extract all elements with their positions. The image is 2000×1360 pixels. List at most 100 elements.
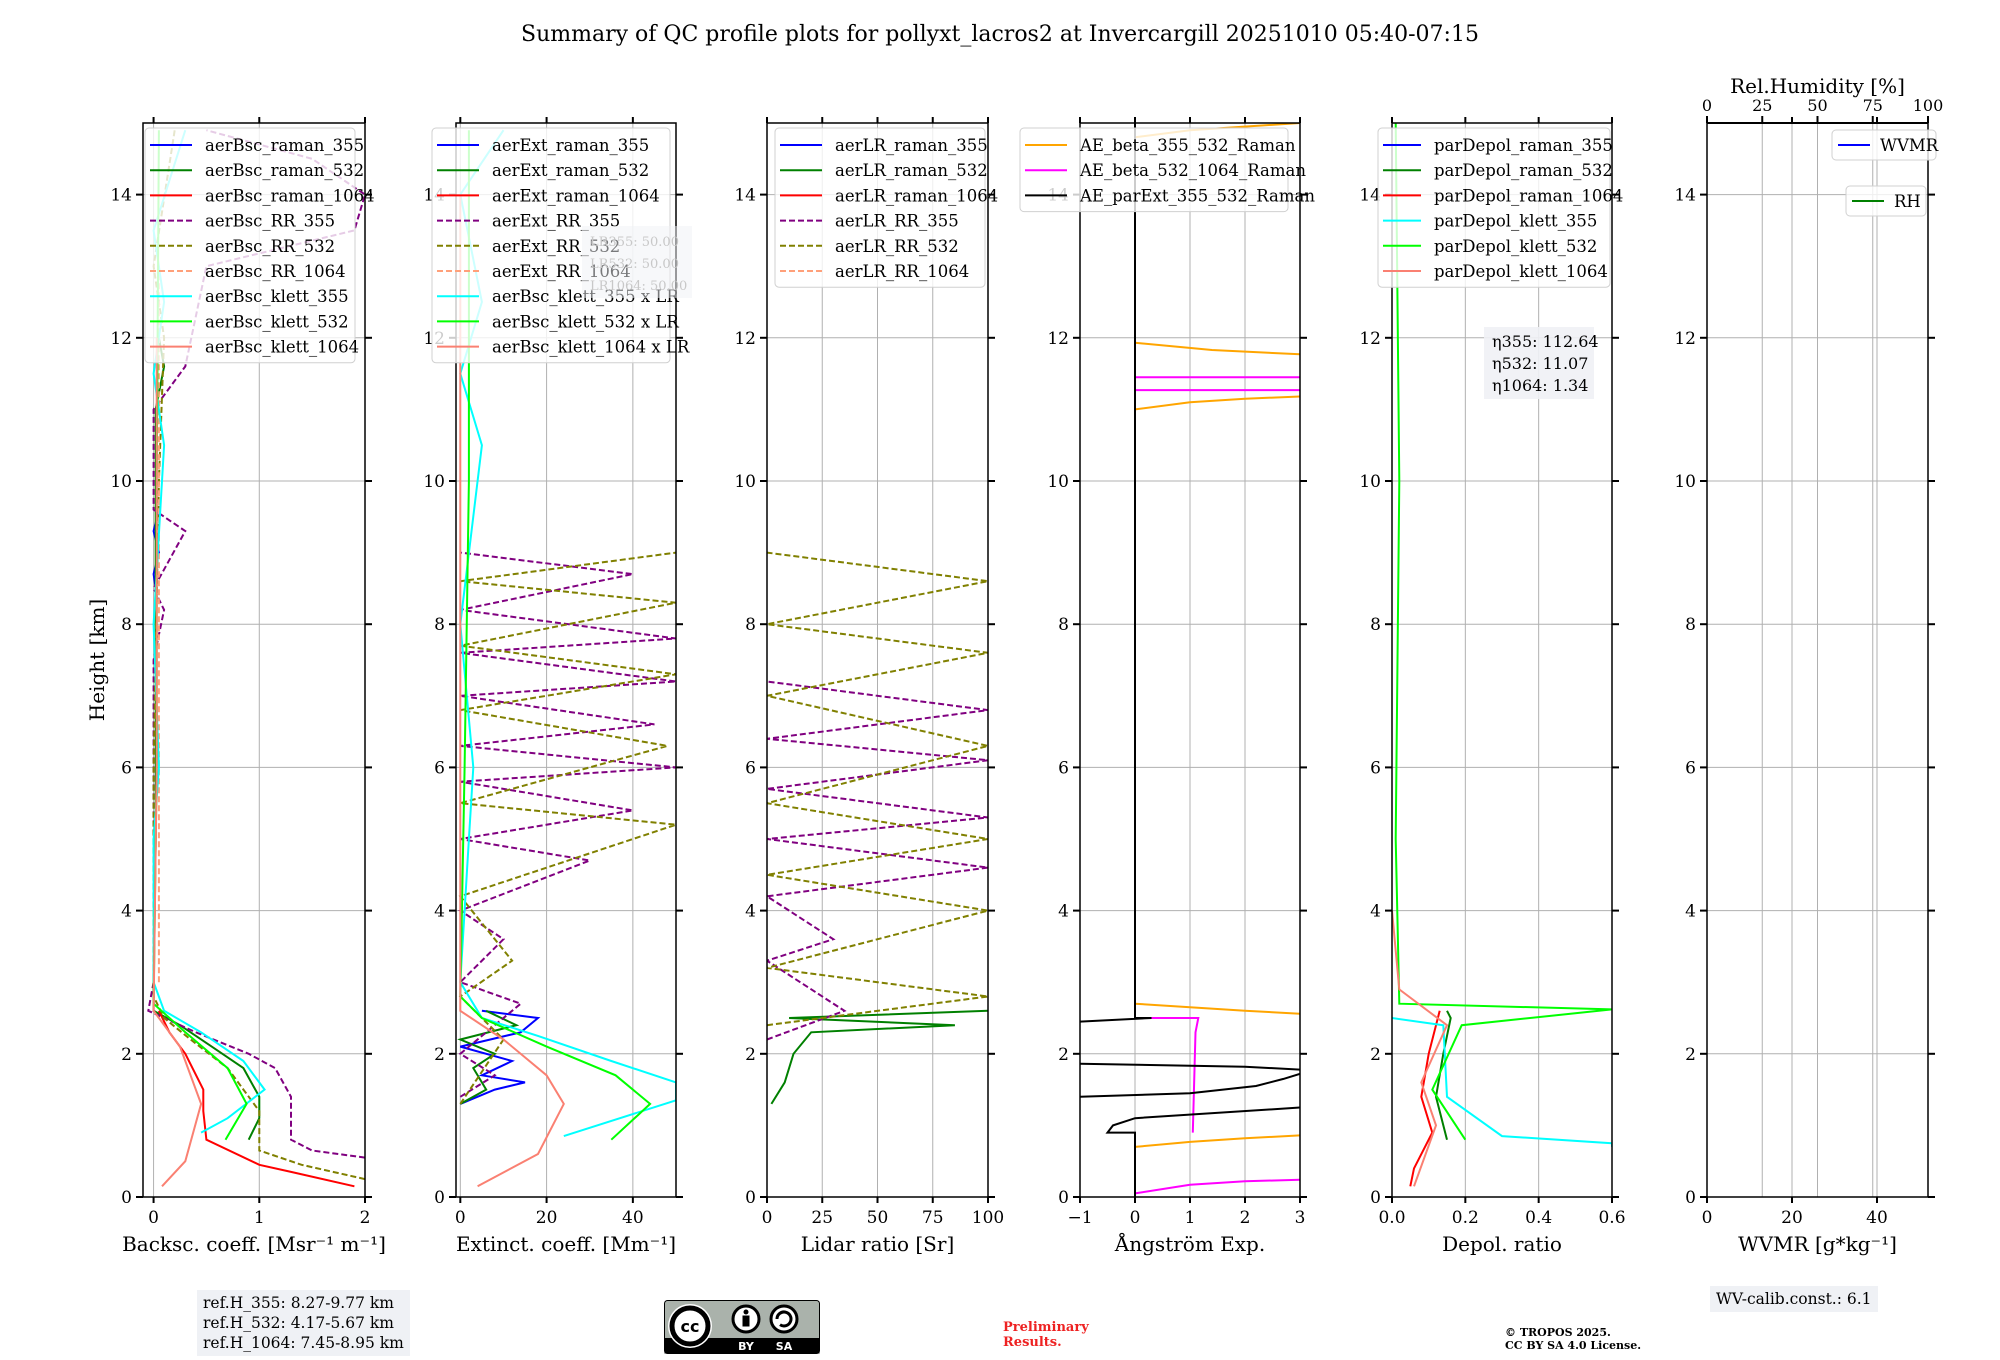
series-AE_parExt_355_532_Raman <box>1080 123 1300 1197</box>
y-tick-label: 8 <box>121 615 132 635</box>
sa-icon <box>769 1304 799 1334</box>
legend-label: AE_parExt_355_532_Raman <box>1079 186 1315 205</box>
legend-label: aerBsc_RR_355 <box>205 212 335 231</box>
x-axis-label: Ångström Exp. <box>1114 1231 1265 1256</box>
legend-box <box>774 127 986 288</box>
x-tick-label: 1 <box>254 1208 265 1228</box>
series-aerExt_RR_532 <box>458 551 676 1105</box>
series-group <box>1080 123 1300 1197</box>
copyright-note: © TROPOS 2025. CC BY SA 4.0 License. <box>1505 1326 1641 1352</box>
legend: parDepol_raman_355 parDepol_raman_532 parD… <box>1377 127 1623 288</box>
legend-label: aerBsc_klett_355 <box>205 287 349 306</box>
y-tick-label: 0 <box>1370 1188 1381 1208</box>
legend-label: aerBsc_RR_532 <box>205 237 335 256</box>
y-tick-label: 10 <box>734 472 756 492</box>
cc-label: cc <box>681 1317 700 1336</box>
x-tick-label: 100 <box>972 1208 1004 1228</box>
x-tick-label: 1 <box>1185 1208 1196 1228</box>
annotation-line: LR532: 50.00 <box>590 257 679 272</box>
legend-label: WVMR <box>1880 136 1939 155</box>
legend-box <box>1019 127 1289 213</box>
preliminary-line-1: Preliminary <box>1003 1320 1089 1335</box>
panel-lidar_ratio: 0 25 50 75 100 0 2 4 6 8 10 12 14 Lidar ratio [Sr] aer… <box>734 117 1004 1256</box>
y-tick-label: 2 <box>1370 1045 1381 1065</box>
y-tick-label: 6 <box>1685 758 1696 778</box>
legend-label: RH <box>1894 192 1921 211</box>
legend-label: parDepol_raman_355 <box>1434 136 1613 155</box>
legend-box <box>1377 127 1611 288</box>
series-aerExt_raman_355 <box>459 1009 541 1105</box>
x-tick-label: 20 <box>1781 1208 1803 1228</box>
y-tick-label: 4 <box>1058 902 1069 922</box>
legend-label: aerBsc_klett_532 x LR <box>492 312 679 331</box>
top-x-tick-label: 25 <box>1752 96 1772 115</box>
legend-label: aerBsc_raman_532 <box>205 161 364 180</box>
legend-label: aerBsc_klett_532 <box>205 312 349 331</box>
legend-label: parDepol_klett_355 <box>1434 212 1597 231</box>
y-tick-label: 6 <box>121 758 132 778</box>
x-tick-label: 40 <box>622 1208 644 1228</box>
by-label: BY <box>738 1340 755 1353</box>
y-tick-label: 10 <box>1047 472 1069 492</box>
legend-label: aerBsc_raman_1064 <box>205 186 375 205</box>
copyright-line-2: CC BY SA 4.0 License. <box>1505 1339 1642 1352</box>
y-tick-label: 8 <box>1685 615 1696 635</box>
x-tick-label: −1 <box>1067 1208 1092 1228</box>
x-tick-label: 0.2 <box>1452 1208 1479 1228</box>
legend: aerBsc_raman_355 aerBsc_raman_532 aerBsc_r… <box>144 127 375 364</box>
y-tick-label: 4 <box>121 902 132 922</box>
series-parDepol_raman_1064 <box>1409 1010 1441 1187</box>
y-tick-label: 6 <box>1058 758 1069 778</box>
annotation-line: η1064: 1.34 <box>1492 376 1588 395</box>
x-axis-label: Depol. ratio <box>1442 1232 1562 1256</box>
x-tick-label: 3 <box>1295 1208 1306 1228</box>
legend-RH: RH <box>1845 185 1927 217</box>
x-tick-label: 0 <box>762 1208 773 1228</box>
y-tick-label: 0 <box>434 1188 445 1208</box>
y-tick-label: 8 <box>434 615 445 635</box>
x-tick-label: 0.4 <box>1525 1208 1552 1228</box>
x-tick-label: 2 <box>360 1208 371 1228</box>
legend-WVMR: WVMR <box>1831 129 1939 161</box>
annotation-box: η355: 112.64 η532: 11.07 η1064: 1.34 <box>1484 327 1599 399</box>
y-tick-label: 10 <box>110 472 132 492</box>
x-tick-label: 0 <box>455 1208 466 1228</box>
legend-label: parDepol_klett_1064 <box>1434 262 1608 281</box>
y-tick-label: 8 <box>745 615 756 635</box>
wv-calib-text: WV-calib.const.: 6.1 <box>1716 1290 1872 1308</box>
legend-label: AE_beta_355_532_Raman <box>1079 136 1296 155</box>
y-tick-label: 0 <box>1685 1188 1696 1208</box>
panel-angstrom: −1012302468101214Ångström Exp.AE_beta_35… <box>1019 117 1315 1256</box>
legend-label: aerBsc_raman_355 <box>205 136 364 155</box>
preliminary-note: Preliminary Results. <box>1003 1320 1089 1350</box>
annotation-line: η532: 11.07 <box>1492 354 1588 373</box>
x-tick-label: 75 <box>922 1208 944 1228</box>
y-tick-label: 12 <box>734 329 756 349</box>
y-tick-label: 14 <box>1674 186 1696 206</box>
legend-box <box>144 127 356 364</box>
legend-label: aerLR_raman_1064 <box>835 186 998 205</box>
series-aerBsc_raman_532 <box>152 337 261 1141</box>
y-tick-label: 8 <box>1058 615 1069 635</box>
figure-title: Summary of QC profile plots for pollyxt_… <box>521 22 1479 47</box>
legend-label: aerLR_raman_355 <box>835 136 988 155</box>
y-tick-label: 2 <box>1058 1045 1069 1065</box>
legend-box <box>1831 129 1937 161</box>
panel-wvmr: 0 20 40 0 2 4 6 8 10 12 14 WVMR [g*kg⁻¹] 0 25 50 75 100 R… <box>1674 74 1943 1256</box>
series-AE_beta_355_532_Raman <box>1134 123 1300 1148</box>
cc-by-sa-badge: cc BY SA <box>664 1300 820 1354</box>
series-parDepol_klett_1064 <box>1392 910 1449 1187</box>
legend-label: aerBsc_klett_1064 x LR <box>492 338 690 357</box>
annotation-bg <box>582 226 692 298</box>
series-aerExt_RR_355 <box>458 551 676 1098</box>
y-axis-label: Height [km] <box>85 599 109 721</box>
y-tick-label: 12 <box>1674 329 1696 349</box>
x-tick-label: 0.6 <box>1598 1208 1625 1228</box>
series-aerBsc_klett_1064 <box>152 337 203 1187</box>
x-tick-label: 25 <box>811 1208 833 1228</box>
legend-label: AE_beta_532_1064_Raman <box>1079 161 1306 180</box>
legend-label: aerExt_raman_355 <box>492 136 649 155</box>
ref-height-1064: ref.H_1064: 7.45-8.95 km <box>203 1334 404 1352</box>
sa-label: SA <box>776 1340 793 1353</box>
